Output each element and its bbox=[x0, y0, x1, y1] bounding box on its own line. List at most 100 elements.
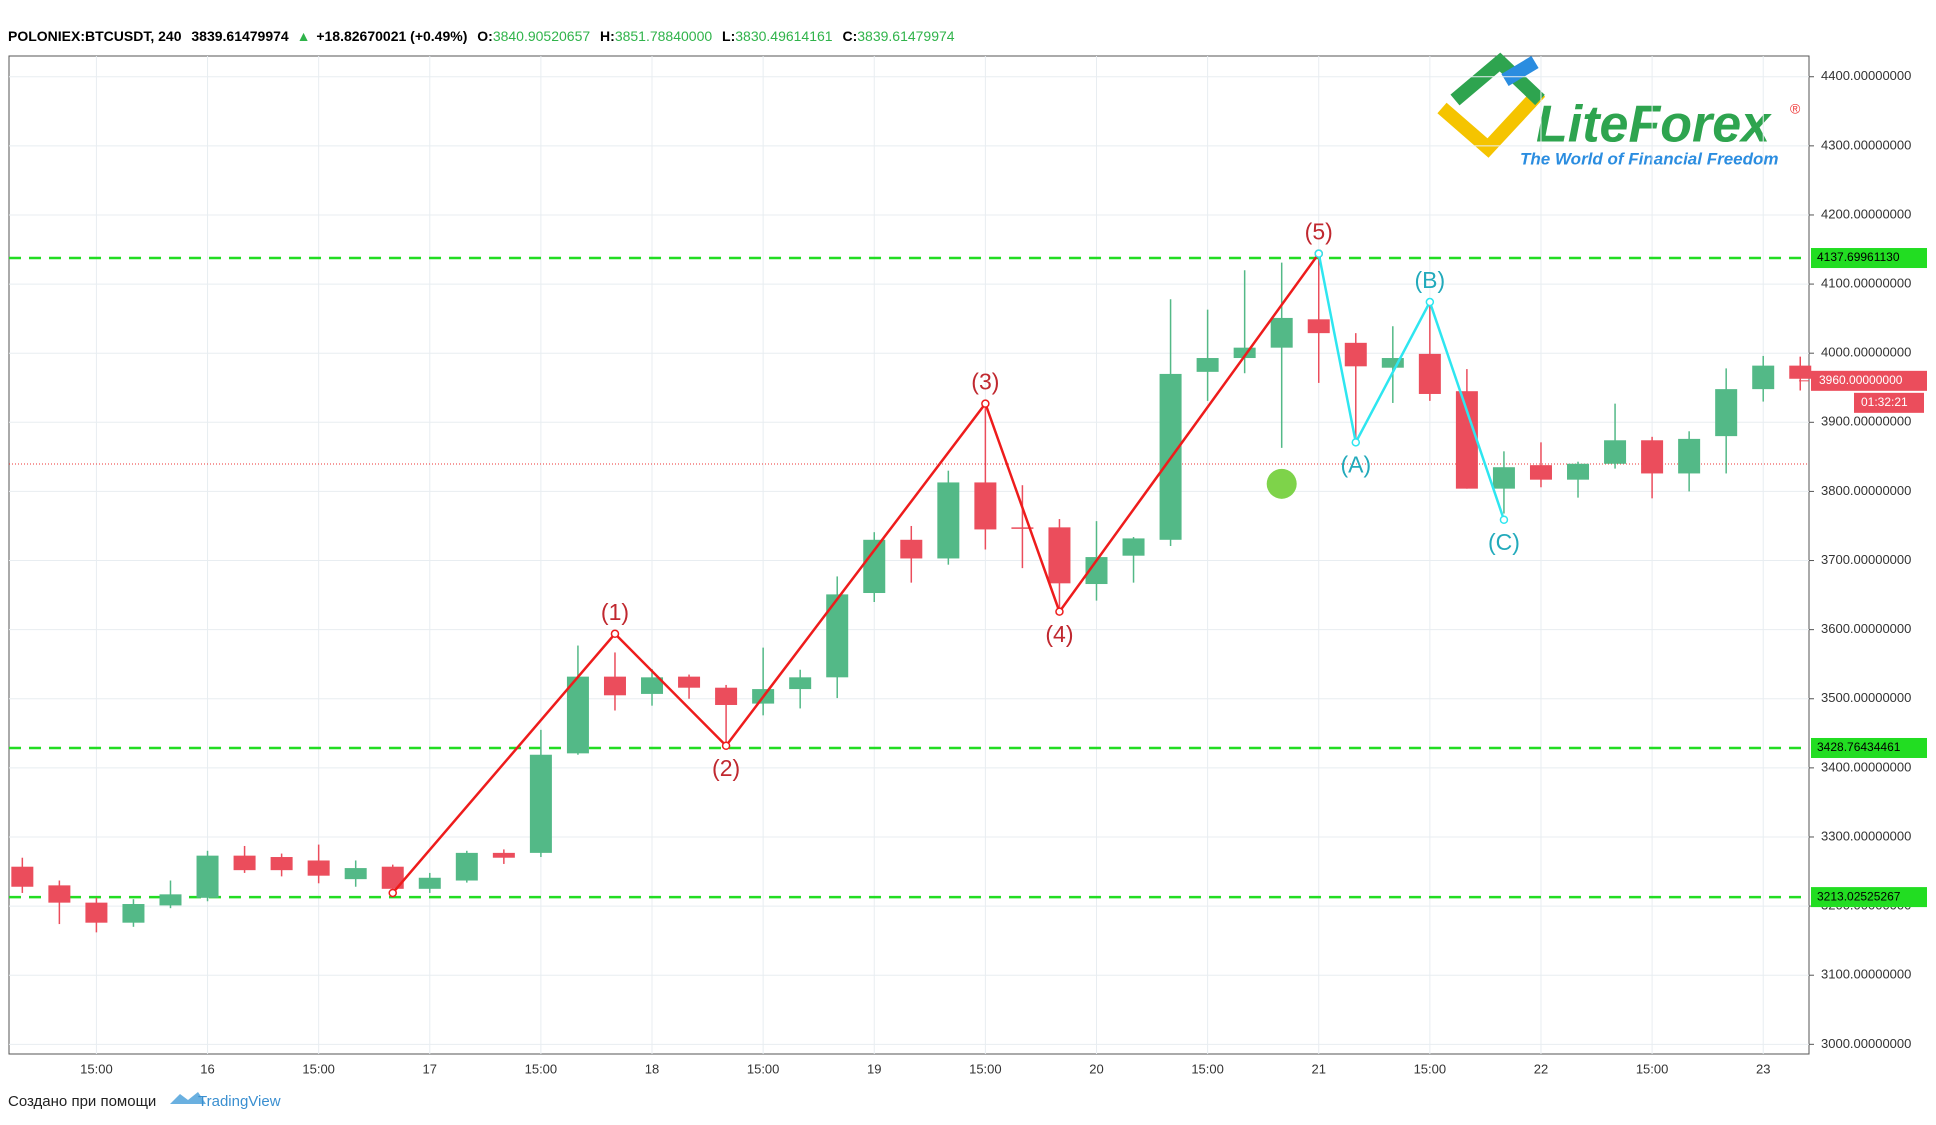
candle-body bbox=[85, 902, 108, 923]
candle-body bbox=[196, 855, 219, 898]
level-label-box bbox=[1811, 887, 1927, 908]
candle-body bbox=[1122, 538, 1145, 556]
candle-body bbox=[11, 866, 34, 887]
wave-label: (A) bbox=[1340, 451, 1371, 477]
logo-icon bbox=[1437, 87, 1546, 158]
x-tick-label: 15:00 bbox=[302, 1061, 335, 1076]
wave-label: (4) bbox=[1045, 621, 1073, 647]
y-tick-label: 3800.00000000 bbox=[1821, 483, 1911, 498]
h: 3851.78840000 bbox=[615, 28, 713, 44]
footer-brand[interactable]: TradingView bbox=[198, 1093, 281, 1110]
candle-body bbox=[1344, 342, 1367, 367]
x-tick-label: 15:00 bbox=[1414, 1061, 1447, 1076]
candle-body bbox=[1752, 365, 1775, 390]
signal-marker bbox=[1266, 468, 1297, 499]
plot-frame bbox=[8, 55, 1810, 1055]
candle-body bbox=[1418, 353, 1441, 394]
candle-body bbox=[603, 676, 626, 696]
candle-body bbox=[1085, 557, 1108, 585]
candle-body bbox=[418, 877, 441, 889]
y-tick-label: 4400.00000000 bbox=[1821, 68, 1911, 83]
logo-name: LiteForex bbox=[1536, 96, 1772, 154]
candle-body bbox=[937, 482, 960, 559]
candle-body bbox=[900, 539, 923, 559]
y-tick-label: 3600.00000000 bbox=[1821, 621, 1911, 636]
wave-point bbox=[1425, 297, 1435, 307]
candle-body bbox=[1604, 440, 1627, 464]
candle-body bbox=[1233, 347, 1256, 359]
candle-body bbox=[381, 866, 404, 889]
level-label-box bbox=[1811, 737, 1927, 758]
x-tick-label: 15:00 bbox=[747, 1061, 780, 1076]
wave-label: (1) bbox=[601, 599, 629, 625]
y-tick-label: 3900.00000000 bbox=[1821, 414, 1911, 429]
candle-body bbox=[1678, 438, 1701, 474]
y-tick-label: 4200.00000000 bbox=[1821, 206, 1911, 221]
candle-body bbox=[1048, 527, 1071, 584]
x-tick-label: 23 bbox=[1756, 1061, 1770, 1076]
candle-body bbox=[1641, 440, 1664, 474]
logo-icon bbox=[1450, 52, 1545, 106]
candle-body bbox=[863, 539, 886, 594]
x-tick-label: 15:00 bbox=[1191, 1061, 1224, 1076]
last-price-box bbox=[1811, 370, 1927, 391]
candle-body bbox=[159, 894, 182, 906]
candle-body bbox=[529, 754, 552, 853]
candle-body bbox=[715, 687, 738, 705]
candle-body bbox=[307, 860, 330, 876]
wave-label: (C) bbox=[1488, 529, 1520, 555]
candle-body bbox=[122, 904, 145, 923]
candle-body bbox=[233, 855, 256, 871]
y-tick-label: 3700.00000000 bbox=[1821, 552, 1911, 567]
candle-body bbox=[1492, 467, 1515, 489]
candle-body bbox=[1381, 358, 1404, 368]
wave-point bbox=[981, 399, 990, 408]
candle-body bbox=[1270, 317, 1293, 348]
o: 3840.90520657 bbox=[493, 28, 591, 44]
x-tick-label: 17 bbox=[423, 1061, 437, 1076]
candle-body bbox=[566, 676, 589, 754]
candle-body bbox=[1196, 358, 1219, 372]
wave-point bbox=[1499, 515, 1509, 525]
y-tick-label: 3000.00000000 bbox=[1821, 1036, 1911, 1051]
y-tick-label: 4100.00000000 bbox=[1821, 276, 1911, 291]
last: 3839.61479974 bbox=[191, 28, 289, 44]
up-arrow: ▲ bbox=[297, 28, 311, 44]
x-tick-label: 15:00 bbox=[525, 1061, 558, 1076]
candle-body bbox=[974, 482, 997, 530]
x-tick-label: 20 bbox=[1089, 1061, 1103, 1076]
change: +18.82670021 (+0.49%) bbox=[316, 28, 467, 44]
candle-body bbox=[678, 676, 701, 688]
y-tick-label: 3500.00000000 bbox=[1821, 690, 1911, 705]
wave-point bbox=[1055, 607, 1064, 616]
footer-text: Создано при помощи bbox=[8, 1093, 156, 1110]
wave-point bbox=[1314, 249, 1323, 258]
wave-label: (B) bbox=[1415, 267, 1446, 293]
y-tick-label: 3100.00000000 bbox=[1821, 967, 1911, 982]
candle-body bbox=[1011, 527, 1034, 529]
x-tick-label: 16 bbox=[200, 1061, 214, 1076]
candle-body bbox=[826, 594, 849, 678]
wave-point bbox=[388, 888, 397, 898]
o-label: O: bbox=[477, 28, 493, 44]
candle-body bbox=[48, 885, 71, 903]
y-tick-label: 4300.00000000 bbox=[1821, 137, 1911, 152]
candle-body bbox=[1789, 365, 1812, 379]
wave-label: (3) bbox=[971, 369, 999, 395]
candle-body bbox=[344, 868, 367, 880]
candle-body bbox=[455, 852, 478, 881]
x-tick-label: 15:00 bbox=[1636, 1061, 1669, 1076]
tradingview-icon bbox=[170, 1092, 206, 1104]
c: 3839.61479974 bbox=[857, 28, 955, 44]
wave-point bbox=[721, 741, 731, 751]
l-label: L: bbox=[722, 28, 735, 44]
level-label: 3213.02525267 bbox=[1817, 889, 1901, 903]
level-label: 4137.69961130 bbox=[1817, 250, 1900, 264]
l: 3830.49614161 bbox=[735, 28, 833, 44]
wave-line bbox=[1317, 253, 1506, 521]
candle-body bbox=[1715, 389, 1738, 437]
x-tick-label: 21 bbox=[1312, 1061, 1326, 1076]
logo-tagline: The World of Financial Freedom bbox=[1520, 149, 1779, 168]
candle-body bbox=[270, 857, 293, 871]
